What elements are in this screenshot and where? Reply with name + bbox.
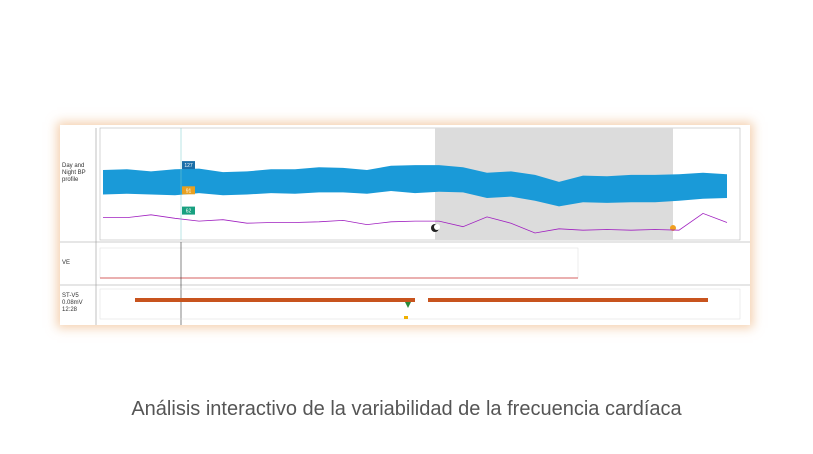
value-marker-label: 91	[186, 188, 192, 194]
st-lead: ST-V5	[62, 293, 79, 299]
bp-band	[103, 165, 727, 207]
value-marker-label: 62	[186, 209, 192, 215]
value-marker	[182, 186, 195, 195]
monitor-window: 127 91 62 Day and Night BP profile VE ST-V…	[60, 125, 750, 325]
ve-panel-label: VE	[62, 260, 71, 266]
heart-rate-line	[103, 212, 728, 234]
value-marker	[182, 206, 195, 215]
bp-panel-label: Day and Night BP profile	[62, 163, 86, 183]
value-marker	[182, 161, 195, 170]
st-time: 12:28	[62, 307, 78, 313]
plots: 127 91 62	[60, 125, 750, 325]
st-level: 0.08mV	[62, 300, 83, 306]
value-marker-label: 127	[184, 163, 193, 169]
caption: Análisis interactivo de la variabilidad …	[131, 398, 682, 420]
